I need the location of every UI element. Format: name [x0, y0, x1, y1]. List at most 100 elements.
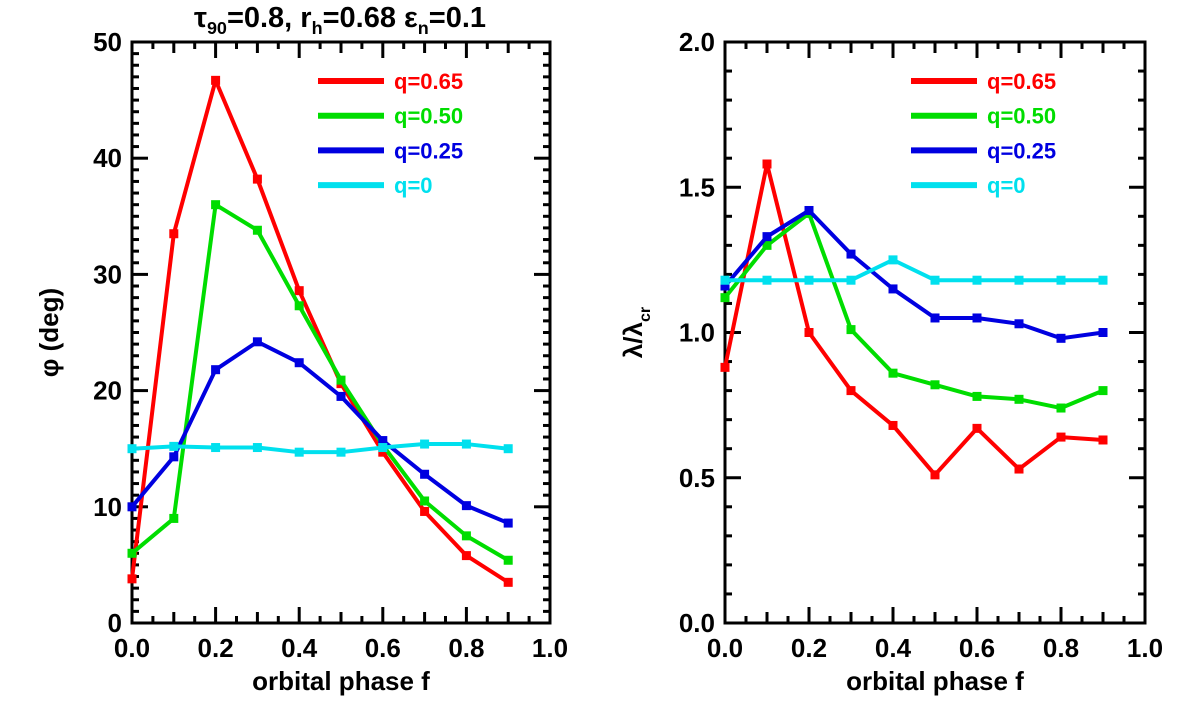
legend-label: q=0 — [394, 173, 433, 198]
y-tick-label: 30 — [93, 259, 122, 289]
data-point-marker — [762, 232, 772, 242]
y-tick-label: 1.0 — [679, 318, 715, 348]
series-q-0-65 — [720, 159, 1108, 480]
data-point-marker — [888, 284, 898, 294]
data-point-marker — [378, 447, 388, 457]
chart-lambda: 0.0 0.2 0.4 0.6 0.8 1.0 0.0 0.5 1.0 1.5 2.0 orbital… — [618, 27, 1163, 696]
data-point-marker — [930, 470, 940, 480]
chart-phi: 0.0 0.2 0.4 0.6 0.8 1.0 0 10 20 30 40 50 orbital pha… — [34, 27, 568, 696]
series-line — [131, 442, 509, 455]
title-subscript: 90 — [206, 17, 227, 38]
data-point-marker — [762, 275, 772, 285]
x-tick-label: 1.0 — [1127, 633, 1163, 663]
data-point-marker — [336, 447, 346, 457]
y-tick-label: 2.0 — [679, 27, 715, 57]
data-point-marker — [503, 444, 513, 454]
legend-label: q=0 — [987, 173, 1026, 198]
x-tick-label: 0.0 — [114, 633, 150, 663]
data-point-marker — [336, 391, 346, 401]
x-tick-label: 0.4 — [281, 633, 318, 663]
data-point-marker — [503, 555, 513, 565]
data-point-marker — [127, 502, 137, 512]
data-point-marker — [252, 174, 262, 184]
x-tick-label: 0.2 — [198, 633, 234, 663]
data-point-marker — [127, 444, 137, 454]
legend-label: q=0.65 — [987, 69, 1056, 94]
series-line — [130, 339, 509, 525]
title-text: =0.1 — [428, 2, 487, 34]
series-line — [723, 162, 1104, 477]
data-point-marker — [846, 325, 856, 335]
data-point-marker — [1098, 435, 1108, 445]
data-point-marker — [720, 275, 730, 285]
y-tick-label: 50 — [93, 27, 122, 57]
data-point-marker — [294, 286, 304, 296]
plot-frame — [130, 40, 552, 625]
data-point-marker — [211, 75, 221, 85]
data-point-marker — [294, 447, 304, 457]
y-tick-label: 10 — [93, 492, 122, 522]
data-point-marker — [252, 443, 262, 453]
title-text: =0.68 ε — [322, 2, 418, 34]
data-point-marker — [336, 375, 346, 385]
data-point-marker — [503, 518, 513, 528]
data-point-marker — [461, 439, 471, 449]
data-point-marker — [930, 313, 940, 323]
data-point-marker — [1098, 275, 1108, 285]
data-point-marker — [461, 531, 471, 541]
series-q-0-25 — [720, 205, 1108, 343]
data-point-marker — [846, 275, 856, 285]
data-point-marker — [127, 574, 137, 584]
x-tick-label: 1.0 — [532, 633, 568, 663]
data-point-marker — [461, 551, 471, 561]
legend-label: q=0.25 — [987, 138, 1056, 163]
data-point-marker — [378, 436, 388, 446]
y-tick-label: 0.0 — [679, 608, 715, 638]
data-point-marker — [127, 548, 137, 558]
y-tick-label: 20 — [93, 376, 122, 406]
data-point-marker — [1098, 386, 1108, 396]
data-point-marker — [972, 313, 982, 323]
data-point-marker — [503, 577, 513, 587]
x-tick-label: 0.2 — [791, 633, 827, 663]
tick-labels: 0.0 0.2 0.4 0.6 0.8 1.0 0.0 0.5 1.0 1.5 2.0 — [679, 27, 1163, 663]
axis-ticks — [723, 40, 1147, 625]
data-point-marker — [211, 365, 221, 375]
x-axis-label: orbital phase f — [252, 666, 430, 696]
y-tick-label: 0.5 — [679, 463, 715, 493]
data-point-marker — [720, 281, 730, 291]
data-point-marker — [846, 249, 856, 259]
data-point-marker — [169, 441, 179, 451]
series-line — [723, 211, 1104, 411]
legend: q=0.65 q=0.50 q=0.25 q=0 — [911, 69, 1056, 198]
y-tick-label: 0 — [108, 608, 122, 638]
data-point-marker — [1014, 394, 1024, 404]
data-point-marker — [804, 275, 814, 285]
series-line — [723, 208, 1104, 341]
data-point-marker — [294, 358, 304, 368]
figure-title: τ90=0.8, rh=0.68 εn=0.1 — [110, 2, 570, 39]
data-point-marker — [420, 496, 430, 506]
data-point-marker — [461, 501, 471, 511]
title-text: =0.8, r — [226, 2, 312, 34]
data-point-marker — [211, 200, 221, 210]
series-q-0-25 — [127, 337, 513, 528]
axis-ticks — [130, 40, 552, 625]
data-point-marker — [169, 452, 179, 462]
data-point-marker — [1056, 275, 1066, 285]
data-point-marker — [1056, 432, 1066, 442]
x-tick-label: 0.8 — [448, 633, 484, 663]
title-subscript: n — [417, 17, 429, 38]
series-line — [130, 78, 510, 585]
data-point-marker — [1056, 333, 1066, 343]
data-point-marker — [888, 368, 898, 378]
series-q-0-50 — [127, 200, 513, 565]
series-line — [725, 257, 1103, 283]
data-point-marker — [252, 337, 262, 347]
data-point-marker — [169, 229, 179, 239]
title-subscript: h — [311, 17, 323, 38]
data-point-marker — [720, 293, 730, 303]
data-point-marker — [1056, 403, 1066, 413]
